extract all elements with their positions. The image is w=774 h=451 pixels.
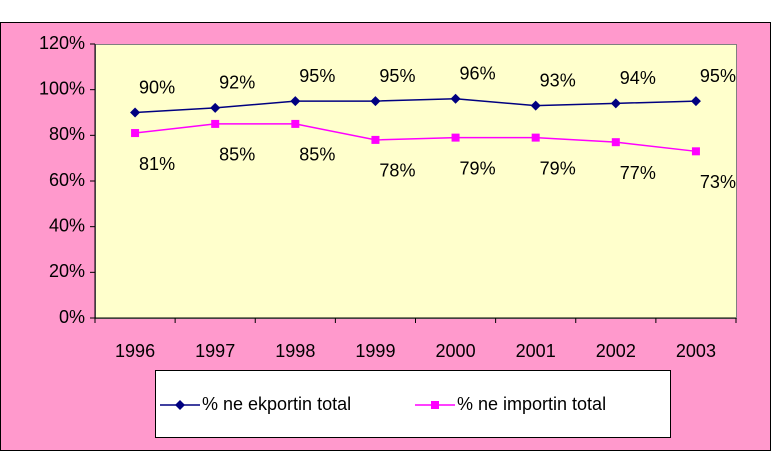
data-label: 73% bbox=[700, 172, 736, 192]
series-line bbox=[135, 98, 696, 114]
y-tick-label: 80% bbox=[49, 124, 85, 144]
data-label: 95% bbox=[700, 66, 736, 86]
point bbox=[531, 133, 540, 142]
point bbox=[370, 96, 381, 107]
x-tick-label: 2002 bbox=[596, 341, 636, 361]
data-label: 77% bbox=[620, 163, 656, 183]
data-label: 79% bbox=[460, 158, 496, 178]
point bbox=[451, 133, 460, 142]
x-tick-label: 2000 bbox=[436, 341, 476, 361]
data-label: 85% bbox=[219, 145, 255, 165]
point bbox=[371, 135, 380, 144]
point bbox=[291, 119, 300, 128]
legend-box bbox=[155, 370, 671, 438]
data-label: 95% bbox=[299, 66, 335, 86]
x-tick-label: 1996 bbox=[115, 341, 155, 361]
legend-label: % ne importin total bbox=[457, 394, 606, 414]
legend-marker bbox=[175, 400, 185, 410]
point bbox=[530, 100, 541, 111]
point bbox=[450, 93, 461, 104]
y-tick-label: 40% bbox=[49, 215, 85, 235]
x-tick-label: 1998 bbox=[275, 341, 315, 361]
y-tick-label: 100% bbox=[39, 78, 85, 98]
y-tick-label: 0% bbox=[59, 307, 85, 327]
point bbox=[290, 96, 301, 107]
y-tick-label: 20% bbox=[49, 261, 85, 281]
data-label: 95% bbox=[379, 66, 415, 86]
data-label: 92% bbox=[219, 73, 255, 93]
data-label: 81% bbox=[139, 154, 175, 174]
point bbox=[691, 147, 700, 156]
data-label: 85% bbox=[299, 145, 335, 165]
point bbox=[611, 138, 620, 147]
data-label: 94% bbox=[620, 68, 656, 88]
y-tick-label: 120% bbox=[39, 33, 85, 53]
point bbox=[210, 102, 221, 113]
data-label: 78% bbox=[379, 161, 415, 181]
data-label: 79% bbox=[540, 158, 576, 178]
x-tick-label: 1997 bbox=[195, 341, 235, 361]
series-line bbox=[134, 123, 697, 153]
x-tick-label: 1999 bbox=[355, 341, 395, 361]
x-tick-label: 2001 bbox=[516, 341, 556, 361]
point bbox=[211, 119, 220, 128]
x-tick-label: 2003 bbox=[676, 341, 716, 361]
data-label: 93% bbox=[540, 70, 576, 90]
legend-marker bbox=[431, 401, 439, 409]
point bbox=[610, 98, 621, 109]
y-tick-label: 60% bbox=[49, 170, 85, 190]
plot-area bbox=[95, 44, 737, 319]
data-label: 96% bbox=[460, 64, 496, 84]
data-label: 90% bbox=[139, 77, 175, 97]
point bbox=[130, 107, 141, 118]
point bbox=[690, 96, 701, 107]
legend-label: % ne ekportin total bbox=[202, 394, 351, 414]
point bbox=[131, 129, 140, 138]
